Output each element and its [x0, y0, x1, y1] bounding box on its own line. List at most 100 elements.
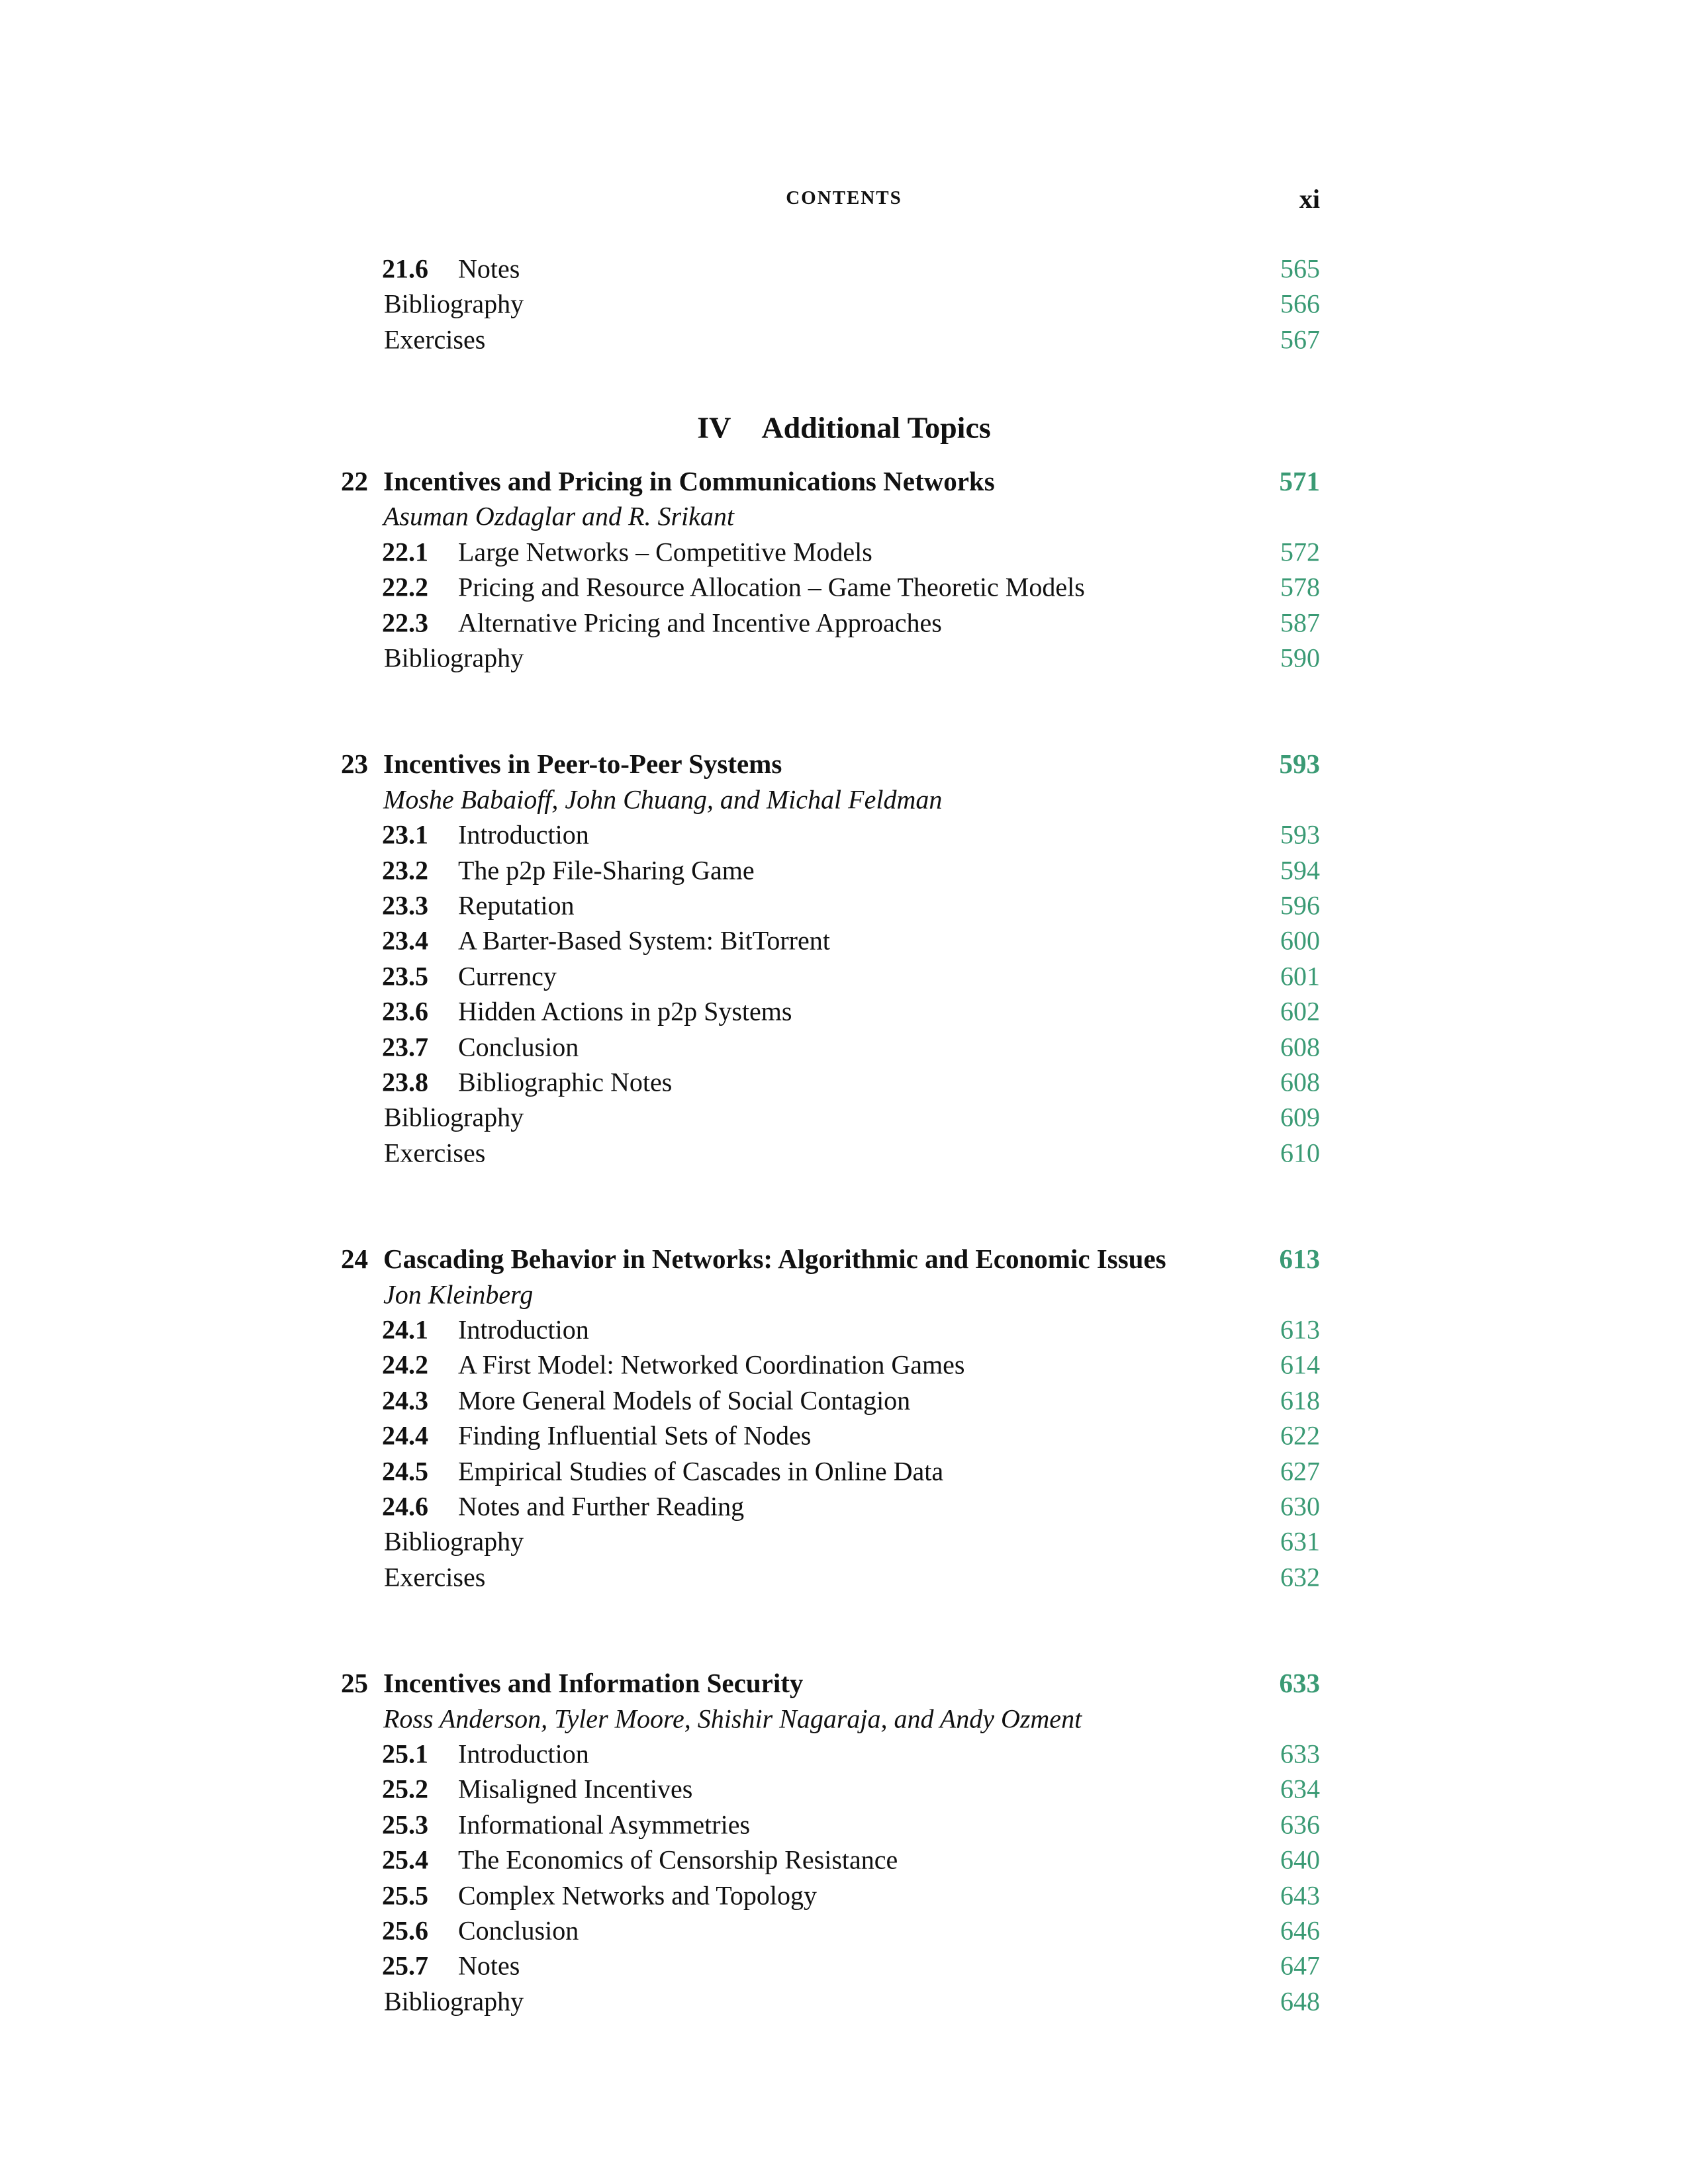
page-link[interactable]: 614 — [1280, 1349, 1320, 1380]
page-link[interactable]: 643 — [1280, 1880, 1320, 1911]
toc-entry[interactable]: 25.7 Notes 647 — [0, 1948, 1688, 1983]
toc-entry[interactable]: 25.6 Conclusion 646 — [0, 1913, 1688, 1948]
page-link[interactable]: 572 — [1280, 537, 1320, 567]
page-link[interactable]: 596 — [1280, 890, 1320, 921]
page-link[interactable]: 646 — [1280, 1915, 1320, 1946]
page-link[interactable]: 609 — [1280, 1102, 1320, 1132]
chapter-heading[interactable]: 22 Incentives and Pricing in Communicatio… — [0, 463, 1688, 499]
page-link[interactable]: 633 — [1280, 1739, 1320, 1769]
section-title[interactable]: Complex Networks and Topology — [458, 1880, 817, 1911]
toc-entry[interactable]: Exercises 632 — [0, 1559, 1688, 1595]
toc-entry[interactable]: 24.2 A First Model: Networked Coordinatio… — [0, 1347, 1688, 1383]
section-title[interactable]: Alternative Pricing and Incentive Approa… — [458, 608, 942, 638]
entry-title[interactable]: Exercises — [384, 324, 486, 355]
entry-title[interactable]: Bibliography — [384, 643, 524, 673]
page-link[interactable]: 618 — [1280, 1385, 1320, 1416]
section-title[interactable]: Hidden Actions in p2p Systems — [458, 996, 792, 1026]
toc-entry[interactable]: 25.5 Complex Networks and Topology 643 — [0, 1878, 1688, 1913]
section-title[interactable]: The p2p File-Sharing Game — [458, 855, 755, 886]
page-link[interactable]: 613 — [1280, 1314, 1320, 1345]
toc-entry[interactable]: 23.2 The p2p File-Sharing Game 594 — [0, 852, 1688, 888]
page-link[interactable]: 631 — [1280, 1526, 1320, 1557]
page-link[interactable]: 630 — [1280, 1491, 1320, 1522]
toc-entry[interactable]: Bibliography 609 — [0, 1099, 1688, 1135]
chapter-heading[interactable]: 25 Incentives and Information Security 633 — [0, 1665, 1688, 1701]
page-link[interactable]: 636 — [1280, 1809, 1320, 1840]
page-link[interactable]: 565 — [1280, 253, 1320, 284]
toc-entry[interactable]: 23.3 Reputation 596 — [0, 887, 1688, 923]
page-link[interactable]: 594 — [1280, 855, 1320, 886]
section-title[interactable]: Introduction — [458, 819, 589, 850]
entry-title[interactable]: Exercises — [384, 1562, 486, 1592]
section-title[interactable]: Currency — [458, 961, 557, 991]
chapter-title[interactable]: Incentives in Peer-to-Peer Systems — [383, 749, 782, 780]
section-title[interactable]: Conclusion — [458, 1915, 579, 1946]
section-title[interactable]: A First Model: Networked Coordination Ga… — [458, 1349, 965, 1380]
page-link[interactable]: 593 — [1280, 819, 1320, 850]
section-title[interactable]: Large Networks – Competitive Models — [458, 537, 872, 567]
page-link[interactable]: 578 — [1280, 572, 1320, 602]
chapter-page-link[interactable]: 571 — [1279, 466, 1321, 496]
page-link[interactable]: 627 — [1280, 1456, 1320, 1486]
page-link[interactable]: 590 — [1280, 643, 1320, 673]
toc-entry[interactable]: Bibliography 648 — [0, 1983, 1688, 2019]
toc-entry[interactable]: 24.1 Introduction 613 — [0, 1312, 1688, 1347]
toc-entry[interactable]: 22.1 Large Networks – Competitive Models 5… — [0, 534, 1688, 570]
section-title[interactable]: Informational Asymmetries — [458, 1809, 751, 1840]
toc-entry[interactable]: 21.6 Notes 565 — [0, 251, 1688, 287]
toc-entry[interactable]: Bibliography 590 — [0, 640, 1688, 676]
toc-entry[interactable]: 23.8 Bibliographic Notes 608 — [0, 1064, 1688, 1100]
toc-entry[interactable]: Exercises 610 — [0, 1135, 1688, 1171]
section-title[interactable]: Notes — [458, 1950, 520, 1981]
section-title[interactable]: Finding Influential Sets of Nodes — [458, 1420, 812, 1451]
page-link[interactable]: 610 — [1280, 1138, 1320, 1168]
page-link[interactable]: 601 — [1280, 961, 1320, 991]
section-title[interactable]: More General Models of Social Contagion — [458, 1385, 911, 1416]
page-link[interactable]: 587 — [1280, 608, 1320, 638]
entry-title[interactable]: Bibliography — [384, 1986, 524, 2017]
page-link[interactable]: 640 — [1280, 1844, 1320, 1875]
page-link[interactable]: 622 — [1280, 1420, 1320, 1451]
section-title[interactable]: Empirical Studies of Cascades in Online … — [458, 1456, 944, 1486]
toc-entry[interactable]: 22.3 Alternative Pricing and Incentive Ap… — [0, 605, 1688, 641]
chapter-page-link[interactable]: 633 — [1279, 1668, 1321, 1699]
section-title[interactable]: The Economics of Censorship Resistance — [458, 1844, 898, 1875]
toc-entry[interactable]: 23.5 Currency 601 — [0, 958, 1688, 994]
page-link[interactable]: 632 — [1280, 1562, 1320, 1592]
section-title[interactable]: Bibliographic Notes — [458, 1067, 673, 1097]
section-title[interactable]: Notes and Further Reading — [458, 1491, 745, 1522]
page-link[interactable]: 600 — [1280, 925, 1320, 956]
chapter-title[interactable]: Cascading Behavior in Networks: Algorith… — [383, 1244, 1166, 1275]
entry-title[interactable]: Bibliography — [384, 289, 524, 319]
page-link[interactable]: 647 — [1280, 1950, 1320, 1981]
toc-entry[interactable]: Bibliography 566 — [0, 286, 1688, 322]
toc-entry[interactable]: 25.2 Misaligned Incentives 634 — [0, 1771, 1688, 1807]
toc-entry[interactable]: 24.4 Finding Influential Sets of Nodes 622 — [0, 1418, 1688, 1453]
chapter-heading[interactable]: 24 Cascading Behavior in Networks: Algori… — [0, 1241, 1688, 1277]
section-title[interactable]: Reputation — [458, 890, 575, 921]
section-title[interactable]: A Barter-Based System: BitTorrent — [458, 925, 830, 956]
section-title[interactable]: Conclusion — [458, 1032, 579, 1062]
page-link[interactable]: 567 — [1280, 324, 1320, 355]
toc-entry[interactable]: 24.6 Notes and Further Reading 630 — [0, 1488, 1688, 1524]
toc-entry[interactable]: 25.1 Introduction 633 — [0, 1736, 1688, 1772]
toc-entry[interactable]: 25.4 The Economics of Censorship Resistan… — [0, 1842, 1688, 1878]
page-link[interactable]: 608 — [1280, 1067, 1320, 1097]
toc-entry[interactable]: 23.7 Conclusion 608 — [0, 1029, 1688, 1065]
toc-entry[interactable]: 24.5 Empirical Studies of Cascades in Onl… — [0, 1453, 1688, 1489]
page-link[interactable]: 608 — [1280, 1032, 1320, 1062]
section-title[interactable]: Introduction — [458, 1314, 589, 1345]
toc-entry[interactable]: Exercises 567 — [0, 322, 1688, 357]
chapter-title[interactable]: Incentives and Information Security — [383, 1668, 804, 1699]
page-link[interactable]: 566 — [1280, 289, 1320, 319]
chapter-page-link[interactable]: 613 — [1279, 1244, 1321, 1275]
page-link[interactable]: 648 — [1280, 1986, 1320, 2017]
entry-title[interactable]: Exercises — [384, 1138, 486, 1168]
entry-title[interactable]: Bibliography — [384, 1102, 524, 1132]
chapter-heading[interactable]: 23 Incentives in Peer-to-Peer Systems 593 — [0, 746, 1688, 782]
chapter-title[interactable]: Incentives and Pricing in Communications… — [383, 466, 995, 496]
toc-entry[interactable]: 25.3 Informational Asymmetries 636 — [0, 1807, 1688, 1843]
section-title[interactable]: Misaligned Incentives — [458, 1774, 693, 1804]
section-title[interactable]: Notes — [458, 253, 520, 284]
toc-entry[interactable]: 24.3 More General Models of Social Contag… — [0, 1383, 1688, 1418]
